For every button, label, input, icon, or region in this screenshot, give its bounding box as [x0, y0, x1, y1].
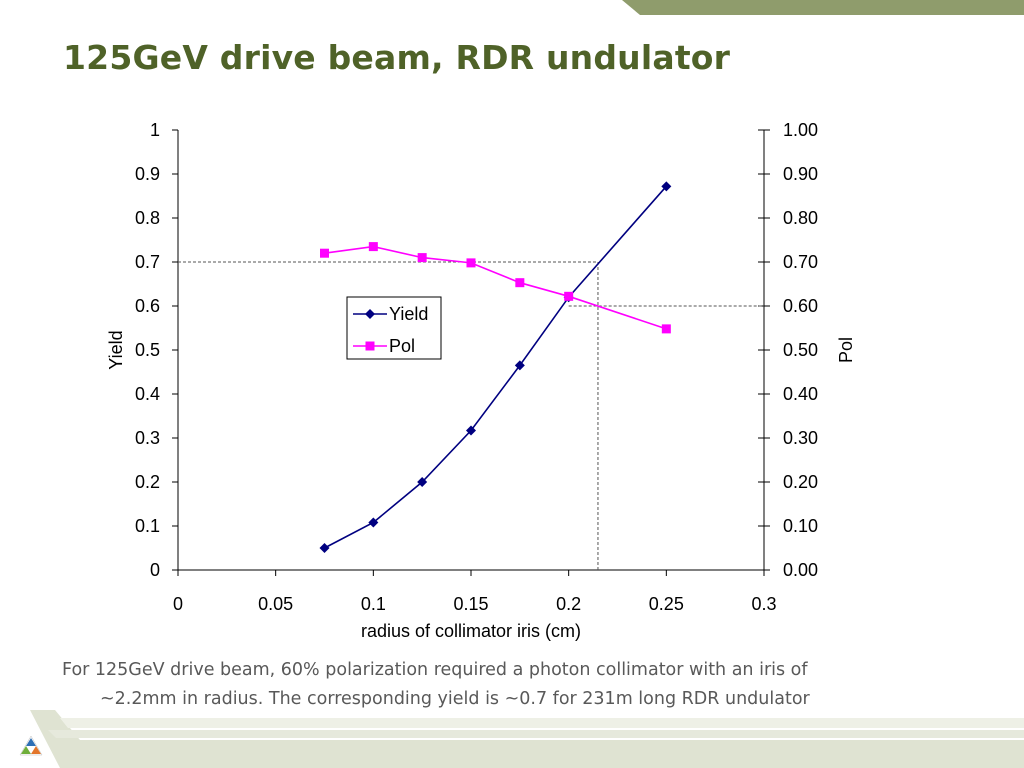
colored-triangle-logo-icon	[19, 735, 43, 756]
y2-tick-label: 0.90	[783, 164, 818, 184]
legend-yield-marker	[365, 309, 375, 319]
x-tick-label: 0.05	[258, 594, 293, 614]
x-tick-label: 0.1	[361, 594, 386, 614]
pol-point	[661, 324, 671, 334]
y-tick-label: 0.2	[135, 472, 160, 492]
line-chart: 00.10.20.30.40.50.60.70.80.910.000.100.2…	[106, 120, 856, 641]
y2-tick-label: 0.30	[783, 428, 818, 448]
pol-point	[564, 291, 574, 301]
pol-point	[368, 242, 378, 252]
caption-line-1: For 125GeV drive beam, 60% polarization …	[62, 660, 808, 680]
pol-point	[466, 258, 476, 268]
y2-tick-label: 0.00	[783, 560, 818, 580]
yield-point	[514, 360, 525, 371]
y-tick-label: 0	[150, 560, 160, 580]
y2-axis-title: Pol	[836, 337, 856, 363]
y-tick-label: 1	[150, 120, 160, 140]
y-tick-label: 0.7	[135, 252, 160, 272]
y2-tick-label: 0.80	[783, 208, 818, 228]
yield-point	[466, 425, 476, 436]
legend-box	[346, 296, 442, 360]
y-tick-label: 0.4	[135, 384, 160, 404]
top-accent-bar	[622, 0, 1024, 15]
yield-point	[661, 181, 672, 192]
yield-point	[417, 477, 428, 487]
y-tick-label: 0.8	[135, 208, 160, 228]
y2-tick-label: 0.50	[783, 340, 818, 360]
y-tick-label: 0.1	[135, 516, 160, 536]
chart-legend: Yield Pol	[346, 296, 442, 360]
y2-tick-label: 0.20	[783, 472, 818, 492]
bottom-decoration	[19, 710, 1024, 768]
x-tick-label: 0.2	[556, 594, 581, 614]
slide-caption: For 125GeV drive beam, 60% polarization …	[62, 656, 962, 714]
y2-tick-label: 0.10	[783, 516, 818, 536]
yield-series	[319, 181, 672, 553]
x-tick-label: 0.25	[649, 594, 684, 614]
y2-tick-label: 0.70	[783, 252, 818, 272]
y2-tick-label: 0.40	[783, 384, 818, 404]
y-tick-label: 0.3	[135, 428, 160, 448]
pol-point	[515, 278, 525, 288]
caption-line-2: ~2.2mm in radius. The corresponding yiel…	[100, 689, 810, 709]
pol-point	[417, 253, 427, 263]
y2-tick-label: 0.60	[783, 296, 818, 316]
yield-point	[368, 517, 379, 528]
pol-series	[320, 242, 671, 334]
y-axis-title: Yield	[106, 330, 126, 369]
y-tick-label: 0.6	[135, 296, 160, 316]
x-tick-label: 0.3	[751, 594, 776, 614]
yield-point	[319, 543, 330, 553]
chart-series	[319, 181, 672, 553]
legend-pol-marker	[365, 341, 375, 351]
x-tick-label: 0	[173, 594, 183, 614]
y2-tick-label: 1.00	[783, 120, 818, 140]
x-axis-title: radius of collimator iris (cm)	[361, 621, 581, 641]
slide-title: 125GeV drive beam, RDR undulator	[63, 38, 731, 77]
chart-axes: 00.10.20.30.40.50.60.70.80.910.000.100.2…	[106, 120, 856, 641]
y-tick-label: 0.5	[135, 340, 160, 360]
chart-guide-lines	[178, 261, 764, 570]
legend-yield-label: Yield	[389, 304, 428, 324]
yield-series-line	[324, 185, 667, 549]
y-tick-label: 0.9	[135, 164, 160, 184]
pol-point	[320, 248, 329, 258]
x-tick-label: 0.15	[453, 594, 488, 614]
legend-pol-label: Pol	[389, 336, 415, 356]
